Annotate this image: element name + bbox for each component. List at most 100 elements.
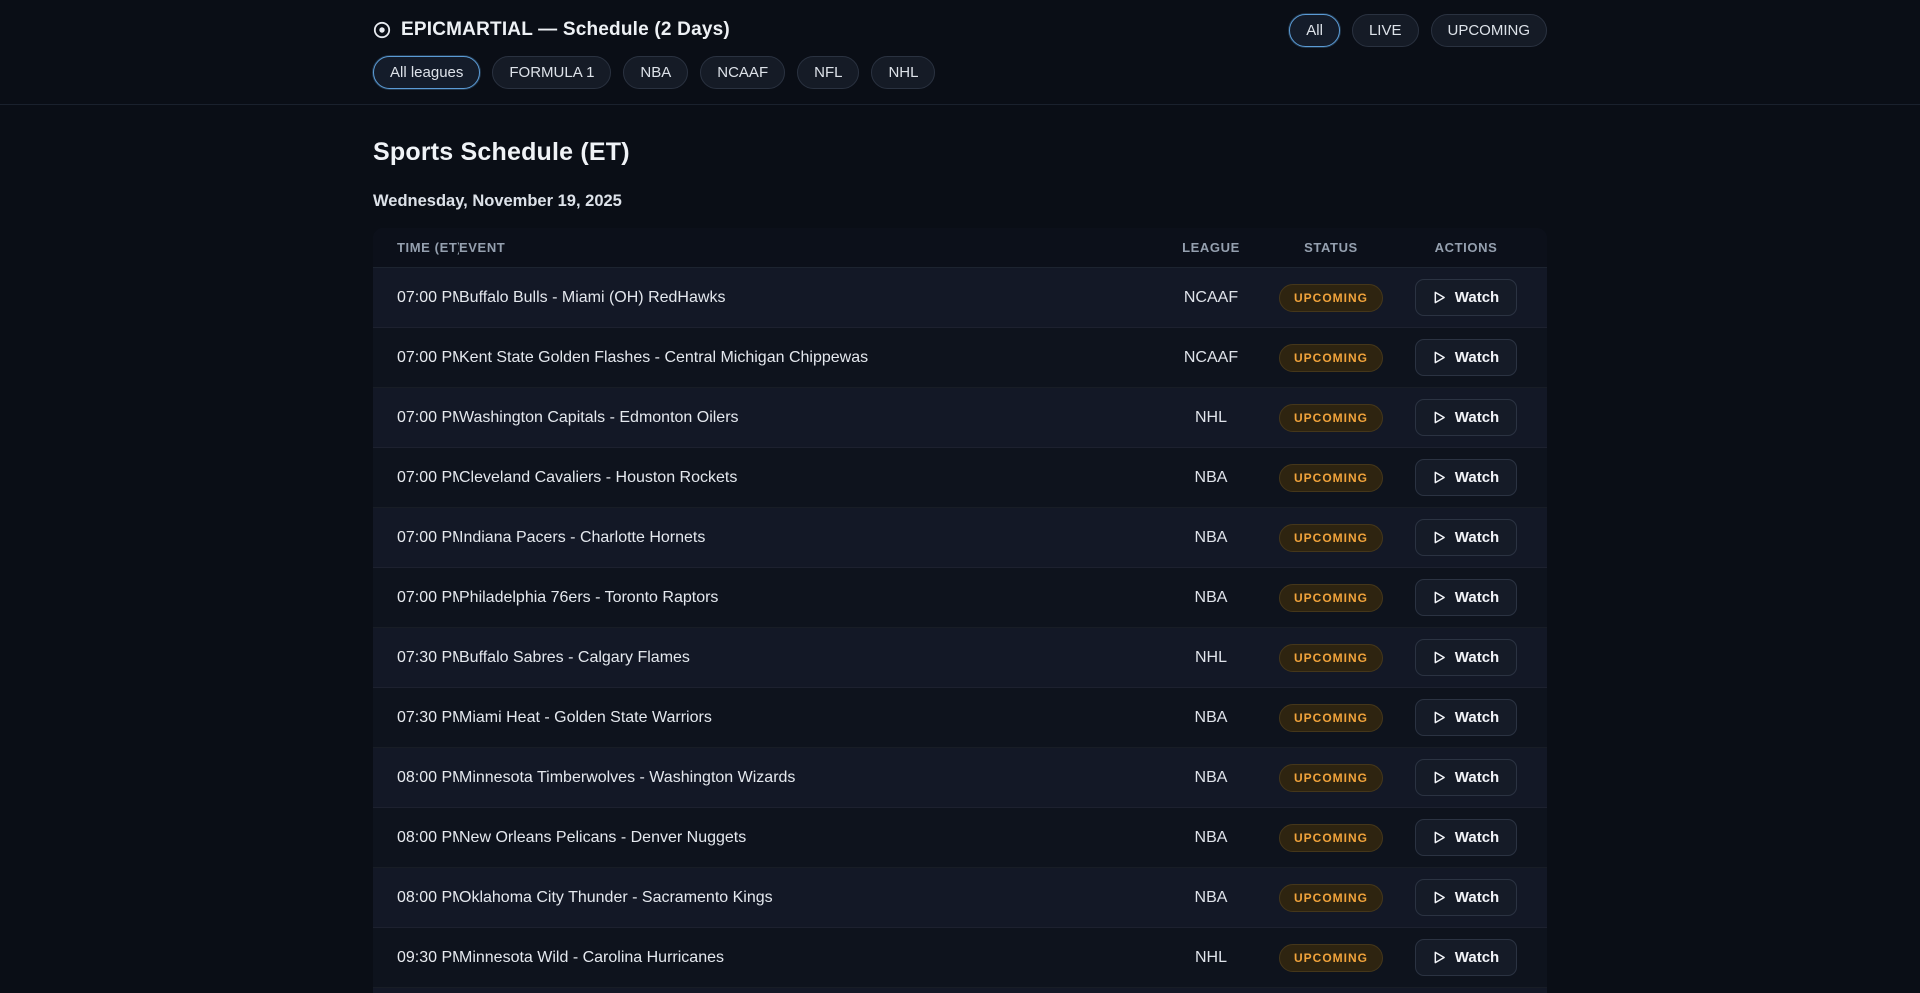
watch-button-label: Watch bbox=[1454, 949, 1500, 966]
event-name: Kent State Golden Flashes - Central Mich… bbox=[459, 348, 869, 366]
filter-upcoming[interactable]: UPCOMING bbox=[1430, 13, 1547, 47]
status-badge: UPCOMING bbox=[1279, 283, 1383, 312]
watch-button-label: Watch bbox=[1454, 289, 1500, 306]
table-row: 07:00 PM Indiana Pacers - Charlotte Horn… bbox=[373, 508, 1547, 568]
watch-button[interactable]: Watch bbox=[1414, 759, 1518, 796]
event-name: Philadelphia 76ers - Toronto Raptors bbox=[459, 588, 719, 606]
status-badge: UPCOMING bbox=[1279, 703, 1383, 732]
watch-button-label: Watch bbox=[1454, 649, 1500, 666]
event-name: Oklahoma City Thunder - Sacramento Kings bbox=[459, 888, 773, 906]
play-icon bbox=[1433, 531, 1446, 544]
status-badge: UPCOMING bbox=[1279, 583, 1383, 612]
event-league: NCAAF bbox=[1183, 288, 1239, 306]
event-league: NBA bbox=[1194, 708, 1228, 726]
column-header-time: TIME (ET) bbox=[397, 240, 459, 255]
column-header-event: EVENT bbox=[459, 240, 506, 255]
event-time: 07:00 PM bbox=[397, 348, 459, 366]
column-header-status: STATUS bbox=[1304, 240, 1358, 255]
play-icon bbox=[1433, 591, 1446, 604]
league-chip-all-leagues[interactable]: All leagues bbox=[373, 56, 481, 89]
record-circle-icon bbox=[373, 21, 391, 39]
event-time: 07:00 PM bbox=[397, 288, 459, 306]
table-row: 08:00 PM New Orleans Pelicans - Denver N… bbox=[373, 808, 1547, 868]
watch-button[interactable]: Watch bbox=[1414, 279, 1518, 316]
event-time: 07:00 PM bbox=[397, 588, 459, 606]
event-time: 08:00 PM bbox=[397, 768, 459, 786]
schedule-table: TIME (ET) EVENT LEAGUE STATUS ACTIONS 07… bbox=[373, 228, 1547, 993]
table-row: 07:30 PM Buffalo Sabres - Calgary Flames… bbox=[373, 628, 1547, 688]
league-chip-nfl[interactable]: NFL bbox=[797, 56, 860, 89]
date-heading: Wednesday, November 19, 2025 bbox=[373, 192, 622, 210]
event-name: Buffalo Bulls - Miami (OH) RedHawks bbox=[459, 288, 726, 306]
watch-button[interactable]: Watch bbox=[1414, 399, 1518, 436]
event-name: Miami Heat - Golden State Warriors bbox=[459, 708, 712, 726]
watch-button[interactable]: Watch bbox=[1414, 519, 1518, 556]
status-badge: UPCOMING bbox=[1279, 523, 1383, 552]
watch-button-label: Watch bbox=[1454, 769, 1500, 786]
page-title: Sports Schedule (ET) bbox=[373, 138, 630, 166]
event-time: 08:00 PM bbox=[397, 888, 459, 906]
event-name: New Orleans Pelicans - Denver Nuggets bbox=[459, 828, 747, 846]
watch-button[interactable]: Watch bbox=[1414, 579, 1518, 616]
event-league: NHL bbox=[1194, 408, 1227, 426]
status-badge: UPCOMING bbox=[1279, 823, 1383, 852]
table-row: 08:00 PM Minnesota Timberwolves - Washin… bbox=[373, 748, 1547, 808]
event-league: NBA bbox=[1194, 888, 1228, 906]
table-row: 07:00 PM Buffalo Bulls - Miami (OH) RedH… bbox=[373, 268, 1547, 328]
league-filter-group: All leagues FORMULA 1 NBA NCAAF NFL NHL bbox=[373, 56, 1547, 89]
filter-all[interactable]: All bbox=[1289, 13, 1340, 47]
league-chip-ncaaf[interactable]: NCAAF bbox=[700, 56, 786, 89]
watch-button[interactable]: Watch bbox=[1414, 939, 1518, 976]
table-body: 07:00 PM Buffalo Bulls - Miami (OH) RedH… bbox=[373, 268, 1547, 993]
main-content: Sports Schedule (ET) Wednesday, November… bbox=[373, 138, 1547, 993]
filter-live[interactable]: LIVE bbox=[1351, 13, 1419, 47]
event-name: Minnesota Timberwolves - Washington Wiza… bbox=[459, 768, 796, 786]
watch-button-label: Watch bbox=[1454, 589, 1500, 606]
league-chip-nba[interactable]: NBA bbox=[623, 56, 689, 89]
brand: EPICMARTIAL — Schedule (2 Days) bbox=[373, 19, 730, 41]
play-icon bbox=[1433, 891, 1446, 904]
status-filter-group: All LIVE UPCOMING bbox=[1289, 13, 1547, 47]
event-name: Washington Capitals - Edmonton Oilers bbox=[459, 408, 739, 426]
play-icon bbox=[1433, 831, 1446, 844]
watch-button-label: Watch bbox=[1454, 829, 1500, 846]
watch-button[interactable]: Watch bbox=[1414, 339, 1518, 376]
event-league: NHL bbox=[1194, 948, 1227, 966]
play-icon bbox=[1433, 351, 1446, 364]
watch-button-label: Watch bbox=[1454, 409, 1500, 426]
play-icon bbox=[1433, 651, 1446, 664]
event-league: NBA bbox=[1194, 528, 1228, 546]
status-badge: UPCOMING bbox=[1279, 643, 1383, 672]
top-bar: EPICMARTIAL — Schedule (2 Days) All LIVE… bbox=[0, 0, 1920, 105]
column-header-actions: ACTIONS bbox=[1434, 240, 1498, 255]
watch-button-label: Watch bbox=[1454, 529, 1500, 546]
event-time: 07:30 PM bbox=[397, 648, 459, 666]
table-row: 07:00 PM Cleveland Cavaliers - Houston R… bbox=[373, 448, 1547, 508]
play-icon bbox=[1433, 771, 1446, 784]
table-row: 09:30 PM Dallas Mavericks - New York Kni… bbox=[373, 988, 1547, 993]
event-league: NBA bbox=[1194, 768, 1228, 786]
watch-button[interactable]: Watch bbox=[1414, 459, 1518, 496]
event-league: NHL bbox=[1194, 648, 1227, 666]
watch-button[interactable]: Watch bbox=[1414, 639, 1518, 676]
watch-button[interactable]: Watch bbox=[1414, 879, 1518, 916]
watch-button-label: Watch bbox=[1454, 889, 1500, 906]
table-row: 07:00 PM Washington Capitals - Edmonton … bbox=[373, 388, 1547, 448]
event-league: NBA bbox=[1194, 828, 1228, 846]
status-badge: UPCOMING bbox=[1279, 343, 1383, 372]
league-chip-nhl[interactable]: NHL bbox=[871, 56, 936, 89]
play-icon bbox=[1433, 951, 1446, 964]
table-row: 08:00 PM Oklahoma City Thunder - Sacrame… bbox=[373, 868, 1547, 928]
watch-button[interactable]: Watch bbox=[1414, 699, 1518, 736]
play-icon bbox=[1433, 711, 1446, 724]
event-time: 07:30 PM bbox=[397, 708, 459, 726]
event-league: NBA bbox=[1194, 468, 1228, 486]
watch-button-label: Watch bbox=[1454, 709, 1500, 726]
event-time: 07:00 PM bbox=[397, 408, 459, 426]
league-chip-formula-1[interactable]: FORMULA 1 bbox=[492, 56, 612, 89]
event-name: Indiana Pacers - Charlotte Hornets bbox=[459, 528, 706, 546]
watch-button[interactable]: Watch bbox=[1414, 819, 1518, 856]
watch-button-label: Watch bbox=[1454, 349, 1500, 366]
event-time: 07:00 PM bbox=[397, 468, 459, 486]
event-time: 08:00 PM bbox=[397, 828, 459, 846]
